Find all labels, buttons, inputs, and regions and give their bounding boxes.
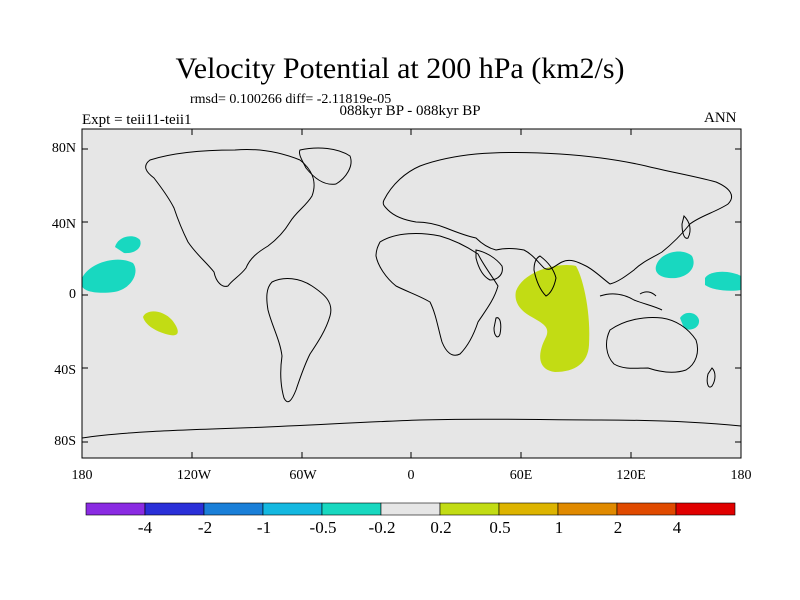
coast-greenland <box>299 147 352 185</box>
colorbar-label: -1 <box>256 518 272 537</box>
colorbar-label: 4 <box>672 518 682 537</box>
positive-patch-south-pacific <box>143 311 178 336</box>
coast-india <box>533 255 557 297</box>
colorbar-swatch <box>380 502 441 516</box>
period-subtitle: 088kyr BP - 088kyr BP <box>339 103 481 119</box>
lon-tick-120e: 120E <box>616 468 646 483</box>
colorbar-label: -0.2 <box>368 518 396 537</box>
lon-tick-180e: 180 <box>730 468 752 483</box>
colorbar-swatch <box>144 502 205 516</box>
coastlines <box>81 147 742 439</box>
season-label: ANN <box>704 110 737 126</box>
coast-japan <box>681 215 691 239</box>
coast-south-america <box>266 278 332 403</box>
colorbar <box>85 502 736 516</box>
coast-antarctica <box>81 418 742 439</box>
coast-indonesia <box>599 291 663 311</box>
positive-patch-indian-ocean <box>515 265 590 372</box>
colorbar-swatch <box>616 502 677 516</box>
colorbar-label: 1 <box>554 518 564 537</box>
colorbar-label: 2 <box>613 518 623 537</box>
colorbar-swatch <box>439 502 500 516</box>
lon-tick-0: 0 <box>407 468 415 483</box>
anomaly-patches <box>82 236 741 372</box>
coast-madagascar <box>493 317 502 338</box>
colorbar-swatch <box>557 502 618 516</box>
colorbar-swatch <box>498 502 559 516</box>
colorbar-label: -2 <box>197 518 213 537</box>
negative-patch-western-pacific <box>655 251 694 279</box>
colorbar-label: 0.2 <box>430 518 452 537</box>
colorbar-swatch <box>262 502 323 516</box>
coast-arabia <box>475 249 503 281</box>
coast-new-zealand <box>706 367 716 388</box>
lat-tick-40s: 40S <box>54 363 76 378</box>
colorbar-label: 0.5 <box>489 518 511 537</box>
lon-tick-60w: 60W <box>289 468 317 483</box>
coast-australia <box>606 317 699 373</box>
coast-eurasia <box>382 152 732 285</box>
chart-title: Velocity Potential at 200 hPa (km2/s) <box>175 52 625 85</box>
lon-tick-60e: 60E <box>509 468 533 483</box>
negative-patch-central-pacific-east <box>705 271 741 291</box>
colorbar-swatch <box>85 502 146 516</box>
negative-patch-central-pacific <box>82 259 136 293</box>
colorbar-swatch <box>203 502 264 516</box>
stats-line: rmsd= 0.100266 diff= -2.11819e-05 <box>190 92 392 107</box>
axis-ticks <box>81 129 742 458</box>
experiment-label: Expt = teii11-teii1 <box>82 112 192 128</box>
colorbar-label: -4 <box>137 518 153 537</box>
lon-tick-120w: 120W <box>176 468 212 483</box>
coast-africa <box>375 233 499 356</box>
coast-north-america <box>145 149 315 287</box>
colorbar-swatch <box>321 502 382 516</box>
colorbar-swatch <box>675 502 736 516</box>
lon-tick-180w: 180 <box>71 468 93 483</box>
colorbar-label: -0.5 <box>309 518 337 537</box>
lat-tick-40n: 40N <box>51 217 76 232</box>
lat-tick-80s: 80S <box>54 434 76 449</box>
lat-tick-80n: 80N <box>51 141 76 156</box>
lat-tick-0: 0 <box>69 287 76 302</box>
negative-patch-hawaii-north <box>115 236 141 254</box>
negative-patch-coral-sea <box>680 312 700 330</box>
